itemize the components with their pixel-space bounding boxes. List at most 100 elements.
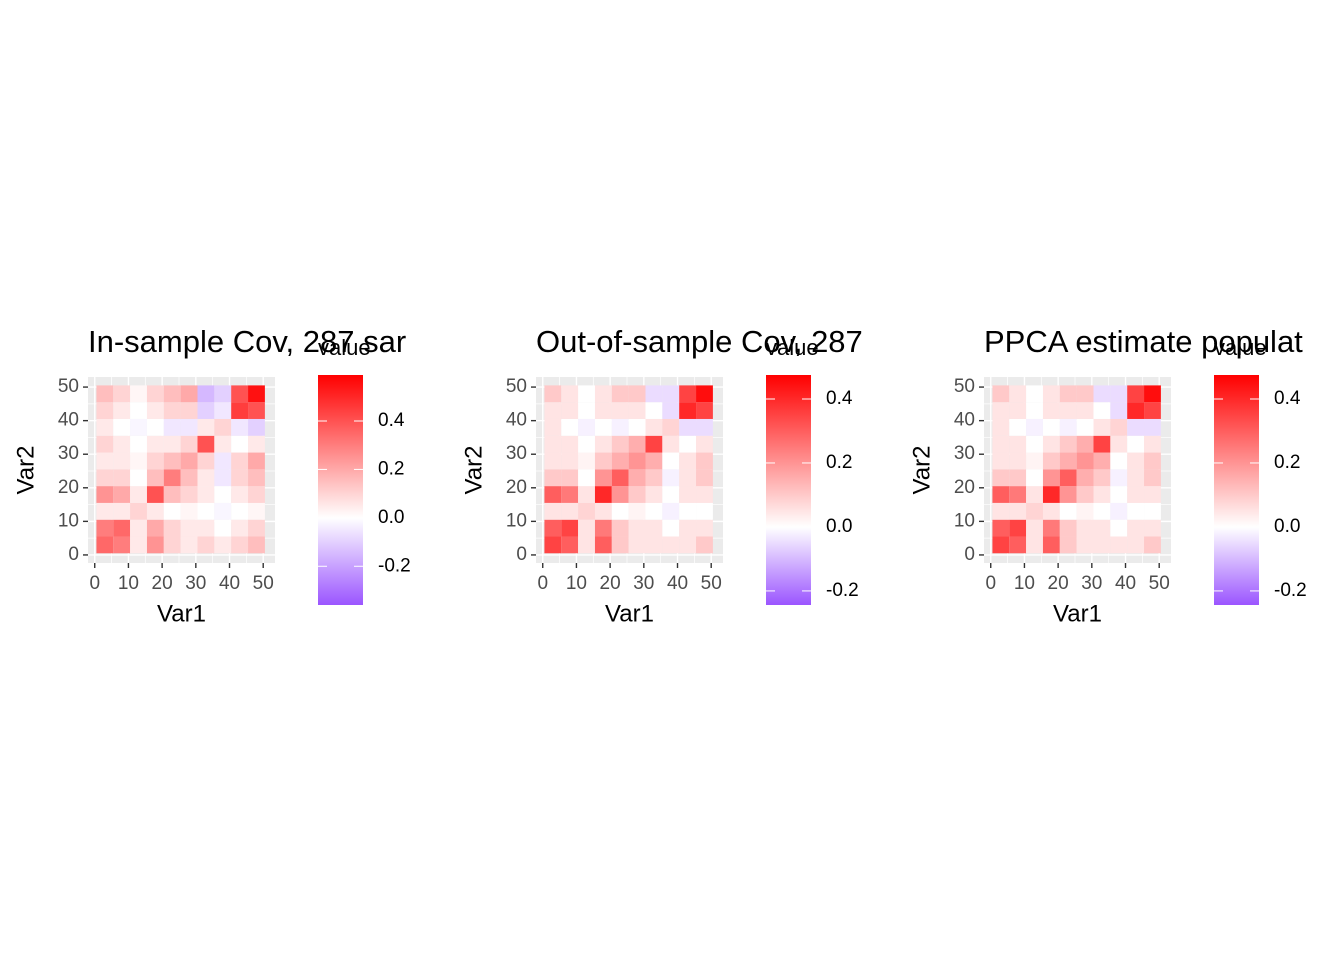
heatmap-cell: [679, 519, 697, 537]
heatmap-cell: [628, 486, 646, 503]
heatmap-cell: [1026, 385, 1043, 403]
heatmap-cell: [163, 469, 181, 487]
y-tick-label: 50: [954, 376, 975, 397]
chart-title: PPCA estimate populat: [984, 324, 1303, 359]
heatmap-cell: [679, 435, 697, 453]
heatmap-cell: [1076, 435, 1094, 453]
heatmap-cell: [1093, 536, 1111, 554]
heatmap-cell: [1042, 435, 1060, 453]
heatmap-cell: [578, 486, 595, 503]
heatmap-cell: [611, 385, 629, 403]
x-axis-title: Var1: [605, 600, 654, 627]
y-tick-label: 30: [954, 443, 975, 464]
y-tick-label: 10: [954, 510, 975, 531]
heatmap-cell: [561, 435, 579, 453]
x-tick-label: 0: [537, 573, 548, 594]
x-tick-label: 0: [89, 573, 100, 594]
heatmap-cell: [679, 385, 697, 403]
heatmap-cell: [1127, 502, 1145, 520]
heatmap-cell: [113, 402, 131, 419]
x-axis-title: Var1: [157, 600, 206, 627]
heatmap-cell: [1042, 469, 1060, 487]
heatmap-cell: [645, 486, 663, 503]
y-tick-label: 10: [58, 510, 79, 531]
heatmap-cell: [628, 469, 646, 487]
heatmap-cell: [578, 519, 595, 537]
heatmap-cell: [1076, 519, 1094, 537]
heatmap-cell: [1059, 469, 1077, 487]
heatmap-cell: [248, 385, 265, 403]
y-tick-label: 50: [58, 376, 79, 397]
heatmap-cell: [578, 452, 595, 470]
heatmap-cell: [1042, 502, 1060, 520]
heatmap-cell: [231, 452, 249, 470]
heatmap-cell: [611, 502, 629, 520]
heatmap-cell: [992, 385, 1010, 403]
heatmap-cell: [1110, 502, 1128, 520]
heatmap-cell: [594, 519, 612, 537]
heatmap-cell: [594, 502, 612, 520]
heatmap-cell: [197, 435, 215, 453]
heatmap-cell: [231, 402, 249, 419]
y-tick-label: 40: [506, 410, 527, 431]
colorbar-label: 0.2: [826, 452, 852, 473]
heatmap-cell: [1026, 435, 1043, 453]
heatmap-cell: [180, 418, 198, 436]
heatmap-cell: [1144, 435, 1161, 453]
heatmap-cell: [611, 486, 629, 503]
chart-title: Out-of-sample Cov, 287: [536, 324, 863, 359]
colorbar: [766, 375, 811, 605]
heatmap-cell: [146, 469, 164, 487]
x-tick-label: 30: [633, 573, 654, 594]
heatmap-cell: [1127, 435, 1145, 453]
heatmap-cell: [696, 502, 713, 520]
x-tick-label: 30: [1081, 573, 1102, 594]
heatmap-cell: [113, 435, 131, 453]
heatmap-cell: [645, 502, 663, 520]
panel: 0 10 20 30 40 50 0 10 20 30 40 50 Var1 Var2 In-sample …: [12, 324, 410, 627]
colorbar: [318, 375, 363, 605]
heatmap-cell: [1026, 519, 1043, 537]
heatmap-cell: [1076, 452, 1094, 470]
heatmap-cell: [645, 469, 663, 487]
panel: 0 10 20 30 40 50 0 10 20 30 40 50 Var1 Var2 PPCA estim…: [908, 324, 1306, 627]
heatmap-cell: [130, 435, 147, 453]
heatmap-cell: [544, 385, 562, 403]
heatmap-cell: [231, 536, 249, 554]
y-tick-label: 30: [58, 443, 79, 464]
x-tick-label: 20: [1048, 573, 1069, 594]
heatmap-cell: [1144, 486, 1161, 503]
heatmap-cell: [197, 486, 215, 503]
heatmap-cell: [113, 486, 131, 503]
heatmap-cell: [96, 385, 114, 403]
heatmap-cell: [662, 536, 680, 554]
heatmap-cell: [214, 536, 232, 554]
heatmap-cell: [1042, 452, 1060, 470]
heatmap-cell: [214, 486, 232, 503]
heatmap-cell: [248, 418, 265, 436]
colorbar-label: 0.0: [826, 516, 852, 537]
heatmap-cell: [231, 519, 249, 537]
heatmap-cell: [1076, 385, 1094, 403]
heatmap-cell: [1093, 385, 1111, 403]
heatmap-cell: [231, 502, 249, 520]
heatmap-cell: [197, 502, 215, 520]
heatmap-cell: [96, 402, 114, 419]
heatmap-cell: [992, 502, 1010, 520]
heatmap-cell: [561, 385, 579, 403]
x-tick-label: 20: [152, 573, 173, 594]
heatmap-cell: [163, 502, 181, 520]
heatmap-cell: [1127, 536, 1145, 554]
heatmap-cell: [214, 418, 232, 436]
heatmap-cell: [96, 519, 114, 537]
heatmap-cell: [544, 418, 562, 436]
heatmap-cell: [248, 502, 265, 520]
heatmap-cell: [561, 519, 579, 537]
heatmap-cell: [1127, 519, 1145, 537]
heatmap-cell: [1059, 486, 1077, 503]
heatmap-cell: [1144, 402, 1161, 419]
heatmap-cell: [544, 536, 562, 554]
colorbar: [1214, 375, 1259, 605]
x-tick-label: 30: [185, 573, 206, 594]
heatmap-cell: [197, 402, 215, 419]
